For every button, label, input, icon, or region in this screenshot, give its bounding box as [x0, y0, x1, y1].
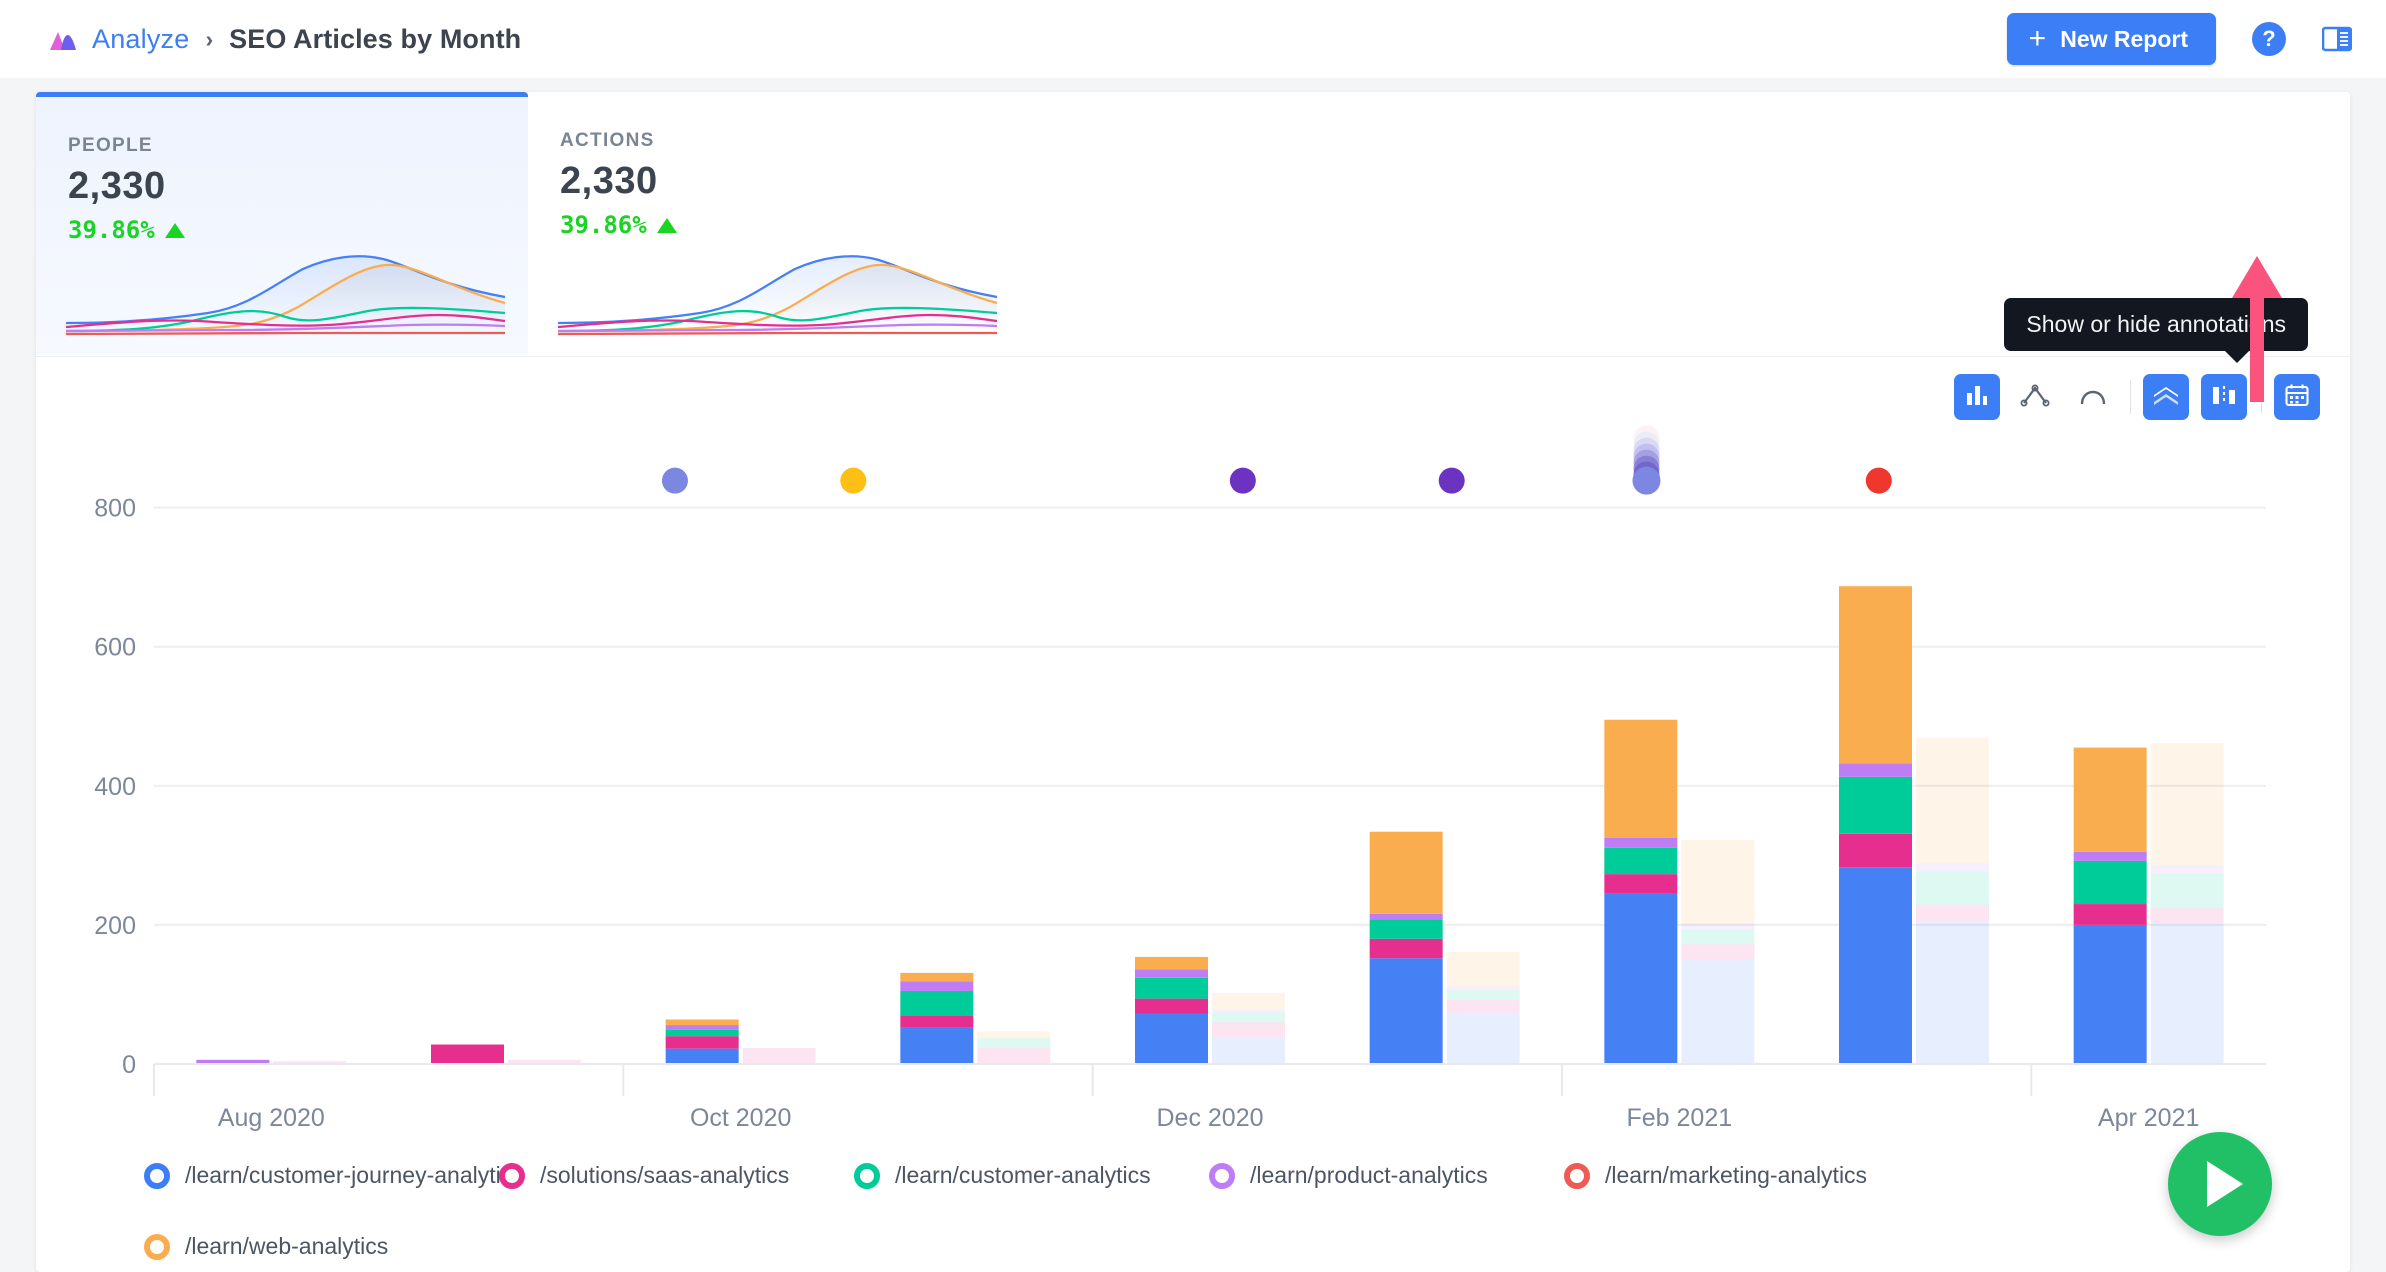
toolbar-button-line-chart[interactable]	[2012, 374, 2058, 420]
top-bar: Analyze › SEO Articles by Month + New Re…	[0, 0, 2386, 78]
breadcrumb-link-analyze[interactable]: Analyze	[92, 23, 190, 54]
svg-text:Aug 2020: Aug 2020	[218, 1104, 325, 1132]
legend-color-dot	[854, 1162, 880, 1189]
calendar-annotation-icon	[2284, 382, 2310, 413]
toolbar-button-compare-bars[interactable]	[2201, 374, 2247, 420]
toolbar-divider	[2130, 380, 2131, 414]
tooltip-text: Show or hide annotations	[2026, 311, 2286, 337]
report-card: PEOPLE 2,330 39.86% ACTIONS 2,330 39.86% Show…	[36, 92, 2350, 1272]
legend-color-dot	[144, 1162, 170, 1189]
metric-card-row: PEOPLE 2,330 39.86% ACTIONS 2,330 39.86%	[36, 92, 2350, 357]
breadcrumb-separator: ›	[205, 25, 214, 52]
metric-sparkline	[58, 245, 513, 337]
trend-up-icon	[656, 217, 677, 233]
help-label: ?	[2262, 26, 2276, 51]
chart-legend: /learn/customer-journey-analytics/soluti…	[144, 1162, 2244, 1260]
legend-item[interactable]: /learn/customer-analytics	[854, 1162, 1209, 1189]
legend-item[interactable]: /learn/marketing-analytics	[1564, 1162, 1919, 1189]
svg-text:800: 800	[94, 495, 136, 523]
compare-bars-icon	[2210, 383, 2238, 412]
legend-color-dot	[144, 1233, 170, 1260]
line-chart-icon	[2020, 382, 2050, 413]
legend-label: /learn/product-analytics	[1250, 1162, 1488, 1188]
toolbar-button-calendar-annotation[interactable]	[2274, 374, 2320, 420]
svg-text:0: 0	[122, 1051, 136, 1079]
legend-label: /learn/web-analytics	[185, 1233, 389, 1259]
svg-text:400: 400	[94, 773, 136, 801]
svg-text:Oct 2020: Oct 2020	[690, 1104, 791, 1132]
trend-up-icon	[164, 222, 185, 238]
metric-delta: 39.86%	[560, 211, 1018, 239]
svg-text:200: 200	[94, 912, 136, 940]
chart-toolbar	[1942, 374, 2320, 420]
plus-icon: +	[2028, 22, 2047, 55]
new-report-button[interactable]: + New Report	[2006, 13, 2216, 65]
svg-text:Dec 2020: Dec 2020	[1156, 1104, 1263, 1132]
metric-label: ACTIONS	[560, 130, 655, 151]
up-arrow-annotation	[2228, 254, 2286, 409]
breadcrumb: Analyze › SEO Articles by Month	[48, 24, 521, 55]
svg-text:Apr 2021: Apr 2021	[2098, 1104, 2199, 1132]
analytics-logo-icon	[48, 26, 78, 52]
svg-text:Feb 2021: Feb 2021	[1627, 1104, 1733, 1132]
stacked-area-icon	[2152, 383, 2180, 412]
metric-card-actions[interactable]: ACTIONS 2,330 39.86%	[528, 92, 1018, 355]
toolbar-button-bar-chart[interactable]	[1954, 374, 2000, 420]
new-report-label: New Report	[2060, 25, 2188, 52]
metric-label: PEOPLE	[68, 135, 153, 156]
tooltip-arrow	[2224, 350, 2250, 363]
metric-delta-value: 39.86%	[560, 211, 647, 239]
annotations-tooltip: Show or hide annotations	[2004, 298, 2308, 363]
legend-item[interactable]: /learn/web-analytics	[144, 1233, 499, 1260]
chart-plot-area: 0 200 400 600 800 Aug 2020 Oct 2020 Dec 2020 Feb…	[36, 392, 2350, 1192]
play-icon[interactable]	[2168, 1132, 2272, 1236]
top-bar-actions: + New Report ?	[2006, 0, 2353, 78]
legend-label: /solutions/saas-analytics	[540, 1162, 790, 1188]
legend-color-dot	[499, 1162, 525, 1189]
help-circle-icon[interactable]: ?	[2252, 22, 2286, 56]
page-title: SEO Articles by Month	[229, 23, 522, 54]
area-curve-icon	[2078, 382, 2108, 413]
legend-label: /learn/customer-analytics	[895, 1162, 1151, 1188]
play-triangle	[2206, 1161, 2243, 1207]
metric-sparkline	[550, 245, 1005, 337]
legend-label: /learn/marketing-analytics	[1605, 1162, 1868, 1188]
legend-item[interactable]: /learn/customer-journey-analytics	[144, 1162, 524, 1189]
metric-value: 2,330	[68, 165, 166, 207]
svg-text:600: 600	[94, 634, 136, 662]
legend-color-dot	[1209, 1162, 1235, 1189]
toolbar-button-stacked-area[interactable]	[2143, 374, 2189, 420]
legend-label: /learn/customer-journey-analytics	[185, 1162, 524, 1188]
legend-item[interactable]: /learn/product-analytics	[1209, 1162, 1564, 1189]
legend-color-dot	[1564, 1162, 1590, 1189]
metric-value: 2,330	[560, 160, 658, 202]
side-panel-icon[interactable]	[2321, 26, 2353, 52]
toolbar-button-area-curve[interactable]	[2070, 374, 2116, 420]
metric-delta-value: 39.86%	[68, 216, 155, 244]
bar-chart-icon	[1964, 382, 1990, 413]
legend-item[interactable]: /solutions/saas-analytics	[499, 1162, 854, 1189]
metric-delta: 39.86%	[68, 216, 528, 244]
metric-card-people[interactable]: PEOPLE 2,330 39.86%	[36, 92, 528, 355]
